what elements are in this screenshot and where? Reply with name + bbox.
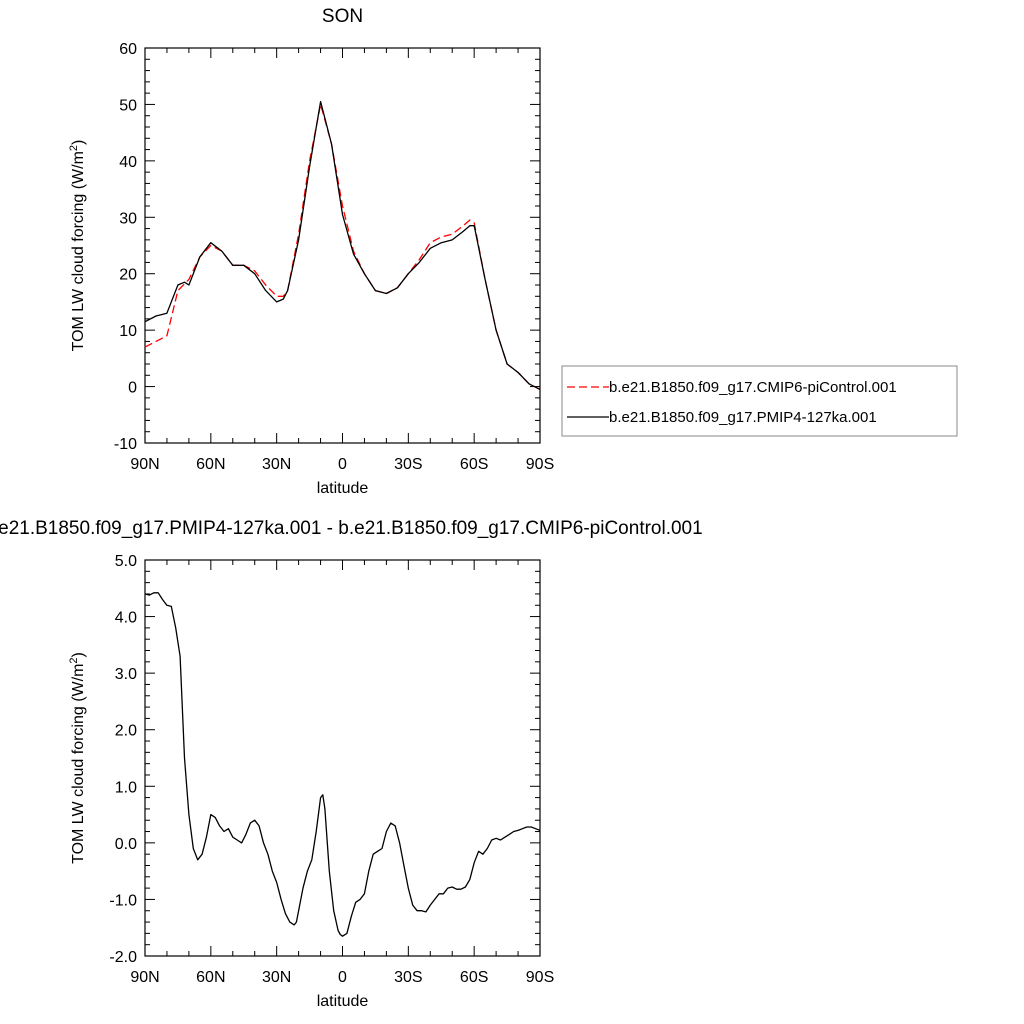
panel2-plot-frame <box>144 559 541 957</box>
panel1-y-tick-label: 20 <box>119 267 137 284</box>
panel2-x-tick-label: 30S <box>394 969 422 986</box>
panel2-y-tick-label: 0.0 <box>115 836 137 853</box>
panel2-y-axis-label: TOM LW cloud forcing (W/m2) <box>68 652 87 864</box>
panel1-x-tick-label: 0 <box>338 456 347 473</box>
panel1-legend-box <box>561 365 958 437</box>
panel2-y-axis-label-sup: 2 <box>68 657 80 663</box>
panel1-legend-label-1: b.e21.B1850.f09_g17.CMIP6-piControl.001 <box>609 379 897 396</box>
panel2-x-tick-label: 90N <box>130 969 159 986</box>
panel1-x-axis-label: latitude <box>317 480 369 497</box>
panel1-y-axis-label-tail: ) <box>70 140 87 145</box>
panel2-y-axis-label-tail: ) <box>70 652 87 657</box>
panel2-y-tick-label: 2.0 <box>115 723 137 740</box>
panel1-y-axis-label: TOM LW cloud forcing (W/m2) <box>68 140 87 352</box>
panel1-x-tick-label: 60N <box>196 456 225 473</box>
panel1-plot-frame <box>144 47 541 444</box>
panel1-y-tick-label: 60 <box>119 41 137 58</box>
panel2-x-tick-label: 60S <box>460 969 488 986</box>
panel2-x-axis-label: latitude <box>317 993 369 1010</box>
panel1-y-tick-label: 30 <box>119 210 137 227</box>
panel1-series-line-2 <box>144 100 541 390</box>
panel1-title: SON <box>322 6 363 27</box>
panel2-series-line-1 <box>144 592 541 937</box>
panel2-title: b.e21.B1850.f09_g17.PMIP4-127ka.001 - b.… <box>0 518 703 539</box>
panel2-y-tick-label: 1.0 <box>115 779 137 796</box>
panel2-y-tick-label: 4.0 <box>115 610 137 627</box>
panel1-x-tick-label: 60S <box>460 456 488 473</box>
panel1: SON 90N 60N 30N 0 30S 60S 90S -10 0 10 20 30 40 50 60 la… <box>68 6 958 497</box>
panel2-y-axis-label-main: TOM LW cloud forcing (W/m <box>70 664 87 864</box>
panel2-y-tick-label: -2.0 <box>109 949 137 966</box>
panel1-y-tick-label: 0 <box>128 380 137 397</box>
panel1-x-tick-label: 90S <box>526 456 554 473</box>
panel1-y-axis-label-sup: 2 <box>68 145 80 151</box>
panel2-x-tick-label: 90S <box>526 969 554 986</box>
panel1-y-tick-label: 50 <box>119 97 137 114</box>
panel1-y-tick-label: 10 <box>119 323 137 340</box>
panel2-y-tick-label: -1.0 <box>109 892 137 909</box>
panel2-x-tick-label: 30N <box>262 969 291 986</box>
panel1-series-line-1 <box>144 103 541 390</box>
panel2-y-tick-label: 5.0 <box>115 553 137 570</box>
panel2-x-tick-label: 60N <box>196 969 225 986</box>
panel2-y-tick-label: 3.0 <box>115 666 137 683</box>
panel1-x-tick-label: 30N <box>262 456 291 473</box>
panel1-x-tick-label: 90N <box>130 456 159 473</box>
panel1-y-tick-label: -10 <box>114 436 137 453</box>
panel1-y-axis-label-main: TOM LW cloud forcing (W/m <box>70 151 87 351</box>
panel1-x-tick-label: 30S <box>394 456 422 473</box>
panel1-legend-label-2: b.e21.B1850.f09_g17.PMIP4-127ka.001 <box>609 409 877 426</box>
panel2-x-tick-label: 0 <box>338 969 347 986</box>
panel1-y-tick-label: 40 <box>119 154 137 171</box>
panel2: b.e21.B1850.f09_g17.PMIP4-127ka.001 - b.… <box>0 518 703 1010</box>
